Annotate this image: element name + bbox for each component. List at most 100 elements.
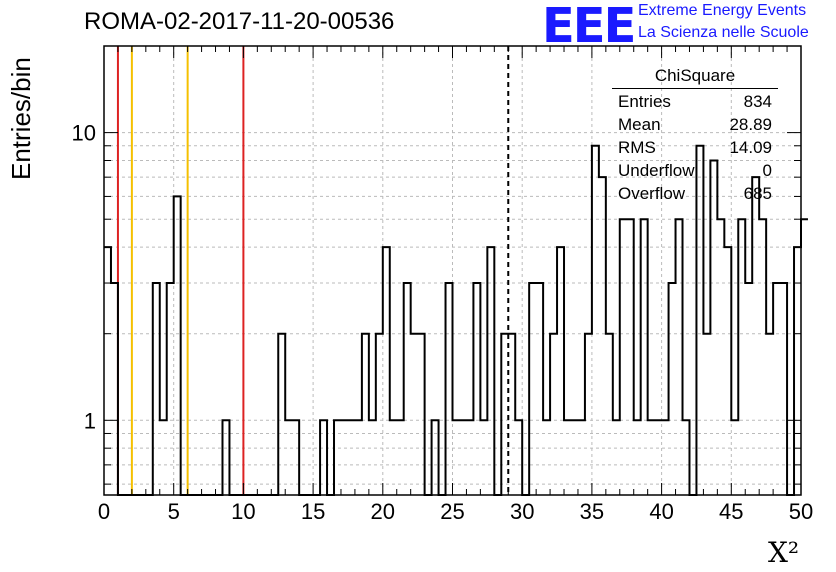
histogram-bin: [724, 247, 731, 495]
histogram-bin: [453, 420, 460, 495]
y-axis-label: Entries/bin: [6, 57, 36, 180]
histogram-bin: [160, 420, 167, 495]
histogram-bin: [432, 420, 439, 495]
stats-value: 685: [743, 184, 772, 203]
x-tick-label: 20: [371, 499, 395, 524]
histogram-bin: [153, 283, 160, 495]
histogram-bin: [320, 420, 327, 495]
histogram-bin: [745, 283, 752, 495]
x-tick-label: 35: [580, 499, 604, 524]
histogram-bin: [571, 420, 578, 495]
stats-row-underflow: Underflow 0: [612, 159, 778, 182]
histogram-bin: [480, 420, 487, 495]
histogram-bin: [773, 283, 780, 495]
histogram-bin: [404, 283, 411, 495]
stats-value: 28.89: [729, 115, 772, 134]
x-axis-label: X²: [768, 536, 800, 569]
stats-value: 834: [743, 92, 772, 111]
histogram-bin: [634, 420, 641, 495]
x-tick-label: 15: [301, 499, 325, 524]
histogram-bin: [564, 420, 571, 495]
histogram-bin: [613, 420, 620, 495]
logo-line-2: La Scienza nelle Scuole: [638, 24, 809, 41]
stats-title: ChiSquare: [612, 66, 778, 89]
histogram-bin: [390, 420, 397, 495]
histogram-bin: [550, 334, 557, 495]
histogram-bin: [334, 420, 341, 495]
stats-box: ChiSquare Entries 834 Mean 28.89 RMS 14.…: [612, 66, 778, 205]
histogram-bin: [648, 420, 655, 495]
histogram-bin: [473, 283, 480, 495]
histogram-bin: [710, 160, 717, 495]
histogram-bin: [738, 219, 745, 495]
histogram-bin: [606, 334, 613, 495]
histogram-bin: [111, 283, 118, 495]
x-tick-label: 0: [98, 499, 110, 524]
histogram-bin: [717, 219, 724, 495]
histogram-bin: [669, 283, 676, 495]
histogram-bin: [459, 420, 466, 495]
stats-label: RMS: [618, 138, 656, 157]
y-tick-label: 10: [72, 121, 96, 146]
stats-row-rms: RMS 14.09: [612, 136, 778, 159]
histogram-bin: [655, 420, 662, 495]
histogram-bin: [376, 334, 383, 495]
histogram-bin: [515, 420, 522, 495]
histogram-bin: [292, 420, 299, 495]
histogram-bin: [529, 283, 536, 495]
histogram-bin: [411, 334, 418, 495]
x-tick-label: 5: [168, 499, 180, 524]
histogram-bin: [466, 420, 473, 495]
histogram-bin: [759, 219, 766, 495]
chart-title: ROMA-02-2017-11-20-00536: [84, 8, 395, 35]
logo-mark: EEE: [542, 0, 636, 54]
histogram-bin: [418, 334, 425, 495]
eee-logo: EEE Extreme Energy Events La Scienza nel…: [542, 0, 832, 54]
x-tick-label: 40: [649, 499, 673, 524]
stats-label: Overflow: [618, 184, 686, 203]
histogram-bin: [592, 146, 599, 495]
x-tick-label: 30: [510, 499, 534, 524]
histogram-bin: [536, 283, 543, 495]
y-tick-label: 1: [84, 408, 96, 433]
x-tick-label: 25: [440, 499, 464, 524]
histogram-bin: [222, 420, 229, 495]
histogram-bin: [662, 420, 669, 495]
x-tick-label: 45: [719, 499, 743, 524]
histogram-bin: [383, 247, 390, 495]
histogram-bin: [780, 283, 787, 495]
stats-row-mean: Mean 28.89: [612, 113, 778, 136]
histogram-bin: [543, 420, 550, 495]
x-tick-label: 10: [231, 499, 255, 524]
logo-line-1: Extreme Energy Events: [638, 2, 807, 19]
stats-label: Underflow: [618, 161, 695, 180]
histogram-bin: [794, 247, 801, 495]
histogram-bin: [446, 283, 453, 495]
histogram-bin: [369, 420, 376, 495]
histogram-bin: [278, 334, 285, 495]
histogram-bin: [627, 219, 634, 495]
stats-label: Mean: [618, 115, 661, 134]
histogram-bin: [508, 334, 515, 495]
histogram-bin: [801, 219, 808, 495]
histogram-bin: [501, 334, 508, 495]
histogram-bin: [620, 219, 627, 495]
histogram-bin: [174, 196, 181, 495]
histogram-bin: [752, 177, 759, 495]
histogram-bin: [641, 219, 648, 495]
histogram-bin: [557, 247, 564, 495]
histogram-bin: [397, 420, 404, 495]
histogram-bin: [766, 334, 773, 495]
stats-value: 14.09: [729, 138, 772, 157]
histogram-bin: [355, 420, 362, 495]
stats-row-entries: Entries 834: [612, 90, 778, 113]
histogram-bin: [362, 334, 369, 495]
stats-row-overflow: Overflow 685: [612, 182, 778, 205]
histogram-bin: [487, 247, 494, 495]
stats-value: 0: [762, 161, 772, 180]
histogram-bin: [703, 334, 710, 495]
histogram-bin: [731, 420, 738, 495]
histogram-bin: [348, 420, 355, 495]
histogram-bin: [104, 247, 111, 495]
